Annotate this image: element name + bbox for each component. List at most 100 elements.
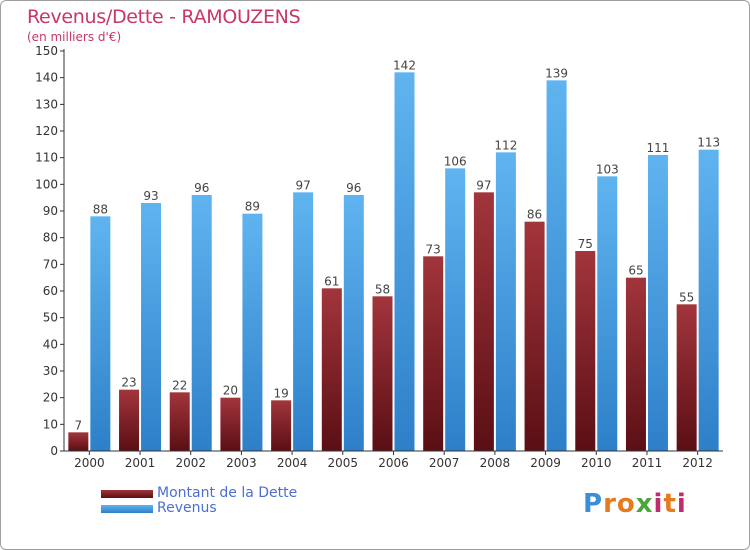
bar-revenus <box>90 216 111 451</box>
x-tick-label: 2000 <box>74 456 105 470</box>
bar-revenus <box>698 149 719 451</box>
proxiti-logo: Proxiti <box>583 489 687 519</box>
y-tick-label: 110 <box>35 151 58 165</box>
bar-dette <box>676 304 697 451</box>
data-label-revenus: 142 <box>393 58 416 72</box>
y-tick-label: 40 <box>43 337 58 351</box>
bar-dette <box>372 296 393 451</box>
bar-revenus <box>495 152 516 452</box>
legend-swatch-revenus <box>101 505 153 513</box>
data-label-revenus: 139 <box>545 66 568 80</box>
bar-dette <box>473 192 494 452</box>
data-label-revenus: 97 <box>295 178 310 192</box>
data-label-revenus: 113 <box>697 136 720 150</box>
y-tick-label: 0 <box>50 444 58 458</box>
bar-revenus <box>242 213 263 451</box>
y-tick-label: 80 <box>43 231 58 245</box>
bar-dette <box>625 277 646 451</box>
x-tick-label: 2010 <box>581 456 612 470</box>
bar-revenus <box>445 168 466 452</box>
x-tick-label: 2006 <box>378 456 409 470</box>
bar-dette <box>321 288 342 451</box>
bars <box>68 72 719 452</box>
bar-dette <box>169 392 190 451</box>
y-tick-label: 60 <box>43 284 58 298</box>
x-tick-label: 2003 <box>226 456 257 470</box>
bar-revenus <box>394 72 415 451</box>
data-label-dette: 7 <box>75 418 83 432</box>
data-label-dette: 22 <box>172 378 187 392</box>
data-label-dette: 19 <box>273 386 288 400</box>
data-label-dette: 23 <box>121 376 136 390</box>
y-tick-label: 90 <box>43 204 58 218</box>
logo-letter: r <box>603 489 617 519</box>
data-label-dette: 55 <box>679 290 694 304</box>
x-axis: 2000 2001 2002 2003 2004 2005 2006 2007 2008 2009… <box>64 450 723 470</box>
bar-revenus <box>191 195 212 451</box>
logo-letter: x <box>635 489 654 519</box>
data-label-revenus: 111 <box>647 141 670 155</box>
bar-revenus <box>647 155 668 451</box>
data-label-dette: 86 <box>527 208 542 222</box>
bar-dette <box>68 432 89 451</box>
bar-revenus <box>546 80 567 451</box>
data-label-dette: 58 <box>375 282 390 296</box>
x-tick-label: 2012 <box>682 456 713 470</box>
x-tick-label: 2002 <box>175 456 206 470</box>
bar-revenus <box>597 176 618 452</box>
data-label-dette: 73 <box>426 242 441 256</box>
y-tick-label: 20 <box>43 391 58 405</box>
bar-dette <box>271 400 292 451</box>
bar-revenus <box>343 195 364 451</box>
y-tick-label: 150 <box>35 44 58 58</box>
logo-letter: t <box>663 489 677 519</box>
data-label-revenus: 96 <box>346 181 361 195</box>
data-label-revenus: 93 <box>143 189 158 203</box>
logo-letter: o <box>616 489 636 519</box>
x-tick-label: 2008 <box>480 456 511 470</box>
data-labels: 7 88 23 93 22 96 20 89 19 97 61 96 58 142 73 106 97 112 86… <box>75 58 721 432</box>
data-label-revenus: 103 <box>596 162 619 176</box>
bar-dette <box>220 397 241 451</box>
x-tick-label: 2007 <box>429 456 460 470</box>
bar-dette <box>575 251 596 451</box>
y-tick-label: 30 <box>43 364 58 378</box>
x-tick-label: 2009 <box>530 456 561 470</box>
legend-label-dette: Montant de la Dette <box>157 485 298 501</box>
data-label-revenus: 106 <box>444 154 467 168</box>
y-tick-label: 50 <box>43 311 58 325</box>
legend-label-revenus: Revenus <box>157 500 217 516</box>
data-label-revenus: 88 <box>93 202 108 216</box>
y-tick-label: 70 <box>43 257 58 271</box>
bar-revenus <box>293 192 314 452</box>
chart-subtitle: (en milliers d'€) <box>27 30 122 44</box>
y-tick-label: 10 <box>43 417 58 431</box>
y-tick-label: 120 <box>35 124 58 138</box>
data-label-dette: 65 <box>628 264 643 278</box>
bar-dette <box>423 256 444 451</box>
data-label-dette: 61 <box>324 274 339 288</box>
x-tick-label: 2004 <box>277 456 308 470</box>
y-tick-label: 140 <box>35 71 58 85</box>
data-label-dette: 97 <box>476 178 491 192</box>
bar-revenus <box>141 203 162 451</box>
logo-letter: i <box>653 489 664 519</box>
y-tick-label: 100 <box>35 177 58 191</box>
chart-title: Revenus/Dette - RAMOUZENS <box>27 6 301 28</box>
data-label-revenus: 112 <box>494 138 517 152</box>
y-axis: 0 10 20 30 40 50 60 70 80 90 100 110 120 130 140 150 <box>35 44 65 458</box>
bar-dette <box>119 389 140 451</box>
legend-swatch-dette <box>101 490 153 498</box>
logo-letter: i <box>676 489 687 519</box>
logo-letter: P <box>583 489 604 519</box>
data-label-dette: 75 <box>578 237 593 251</box>
data-label-revenus: 89 <box>245 200 260 214</box>
x-tick-label: 2011 <box>632 456 663 470</box>
x-tick-label: 2001 <box>125 456 156 470</box>
data-label-revenus: 96 <box>194 181 209 195</box>
y-tick-label: 130 <box>35 97 58 111</box>
x-tick-label: 2005 <box>328 456 359 470</box>
data-label-dette: 20 <box>223 384 238 398</box>
bar-dette <box>524 221 545 451</box>
